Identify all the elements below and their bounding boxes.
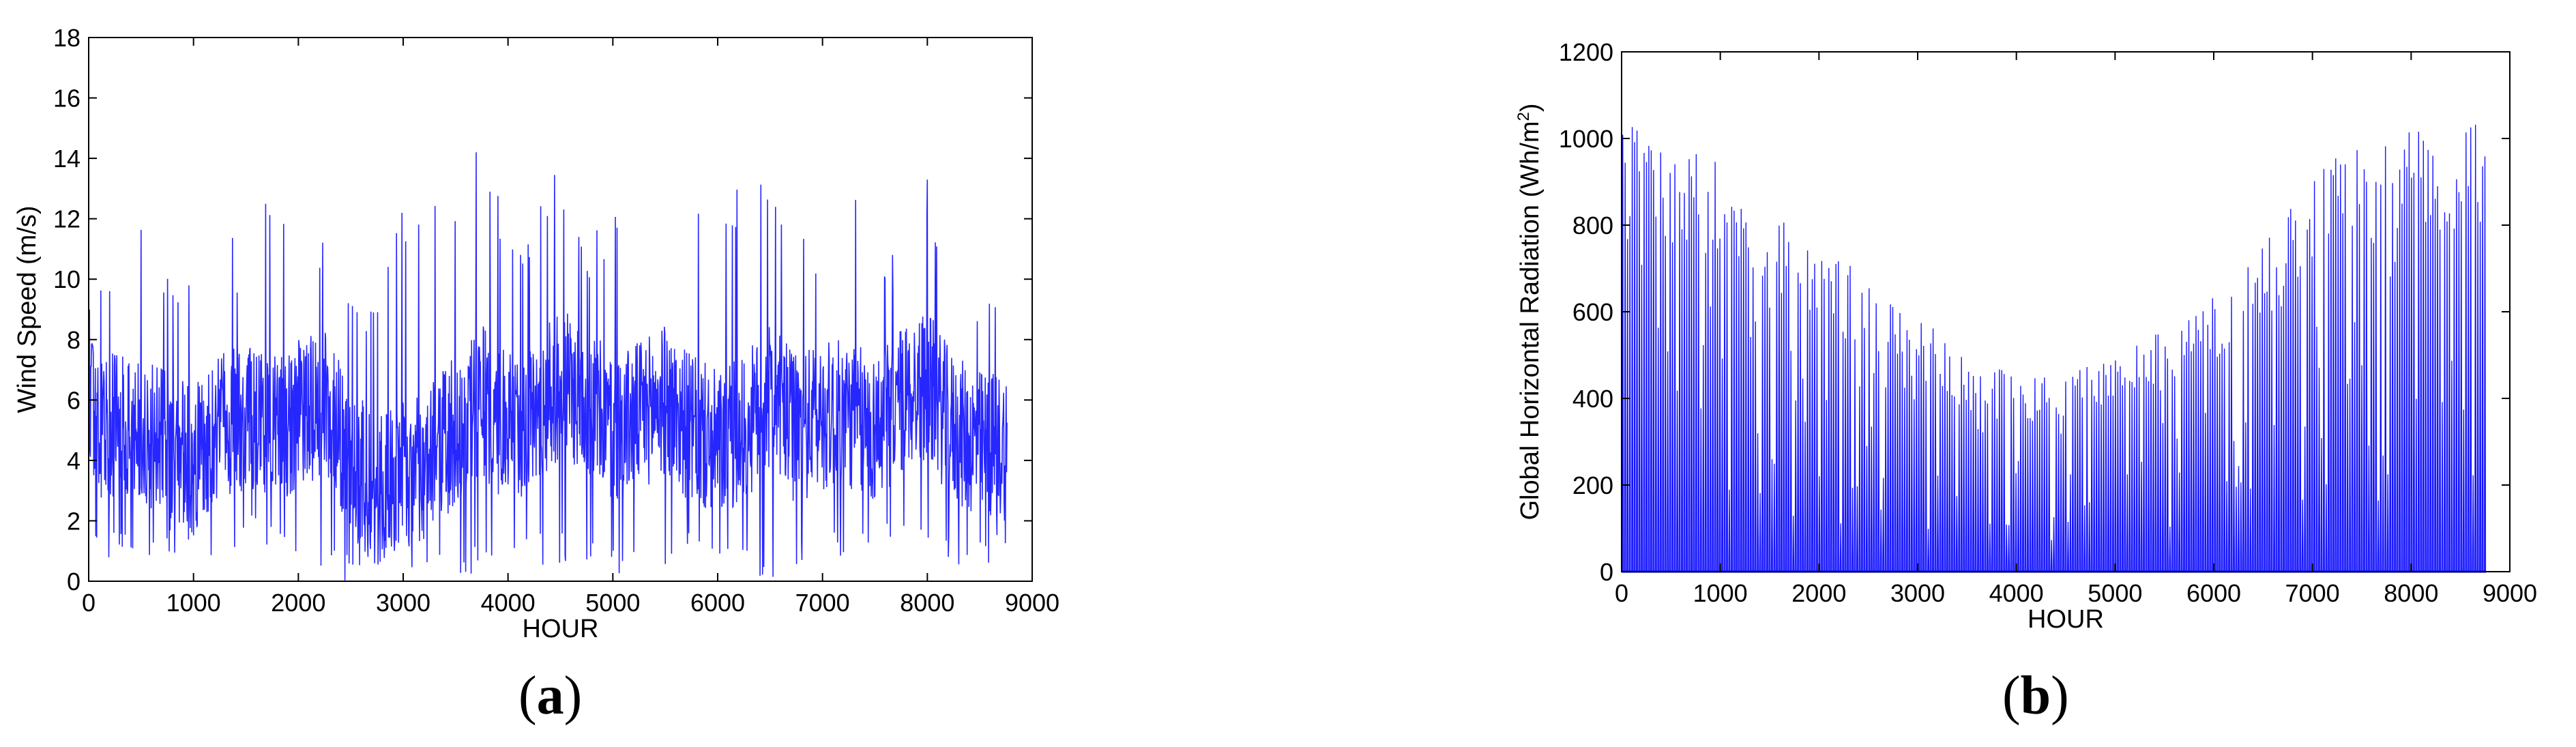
- radiation-series: [1622, 124, 2487, 573]
- y-tick-label: 0: [1600, 558, 1613, 586]
- caption-close: ): [564, 666, 583, 726]
- x-tick-label: 4000: [1989, 579, 2044, 607]
- x-tick-label: 0: [1615, 579, 1628, 607]
- y-axis-label: Wind Speed (m/s): [13, 205, 42, 413]
- y-tick-label: 1200: [1559, 38, 1613, 66]
- x-tick-label: 4000: [481, 589, 536, 617]
- y-tick-label: 16: [53, 85, 80, 113]
- y-tick-label: 400: [1572, 385, 1613, 413]
- radiation-line: [1622, 124, 2487, 572]
- y-tick-label: 800: [1572, 211, 1613, 239]
- wind-speed-chart: 0 2 4 6 8 10 12 14 16 18 0 1000 2000 3000 4000 5000 600…: [13, 24, 1059, 643]
- x-tick-label: 1000: [166, 589, 221, 617]
- y-axis-ticks: 0 2 4 6 8 10 12 14 16 18: [53, 24, 1032, 596]
- x-tick-label: 6000: [2186, 579, 2241, 607]
- x-axis-ticks: 0 1000 2000 3000 4000 5000 6000 7000 8000 9000: [82, 38, 1059, 617]
- caption-letter: a: [536, 666, 564, 726]
- y-axis-label: Global Horizontal Radiation (Wh/m2): [1514, 103, 1545, 520]
- caption-a: (a): [518, 665, 582, 727]
- y-tick-label: 8: [67, 326, 80, 354]
- x-axis-ticks: 0 1000 2000 3000 4000 5000 6000 7000 8000 9000: [1615, 52, 2537, 607]
- y-tick-label: 2: [67, 507, 80, 535]
- y-tick-label: 10: [53, 265, 80, 293]
- x-tick-label: 9000: [1005, 589, 1059, 617]
- x-tick-label: 9000: [2483, 579, 2537, 607]
- x-tick-label: 3000: [1890, 579, 1945, 607]
- y-axis-label-close: ): [1516, 103, 1545, 112]
- plot-frame: [88, 37, 1033, 582]
- x-tick-label: 7000: [795, 589, 850, 617]
- x-axis-label: HOUR: [523, 615, 599, 643]
- y-axis-label-main: Global Horizontal Radiation (Wh/m: [1516, 121, 1545, 521]
- y-tick-label: 6: [67, 386, 80, 414]
- x-tick-label: 7000: [2285, 579, 2340, 607]
- y-tick-label: 200: [1572, 471, 1613, 499]
- caption-b: (b): [2002, 665, 2069, 727]
- y-tick-label: 1000: [1559, 125, 1613, 153]
- x-tick-label: 5000: [2088, 579, 2142, 607]
- y-tick-label: 18: [53, 24, 80, 52]
- x-tick-label: 2000: [1791, 579, 1846, 607]
- y-axis-label-superscript: 2: [1514, 112, 1533, 121]
- caption-open: (: [2002, 666, 2021, 726]
- x-tick-label: 0: [82, 589, 96, 617]
- caption-letter: b: [2020, 666, 2051, 726]
- x-tick-label: 8000: [2384, 579, 2438, 607]
- x-tick-label: 5000: [585, 589, 640, 617]
- y-tick-label: 0: [67, 568, 80, 596]
- x-axis-label: HOUR: [2028, 605, 2104, 634]
- y-tick-label: 4: [67, 447, 80, 475]
- y-tick-label: 14: [53, 145, 80, 173]
- wind-speed-series: [88, 152, 1008, 581]
- x-tick-label: 3000: [376, 589, 430, 617]
- radiation-chart: 0 200 400 600 800 1000 1200 0 1000 2000 3000 4000 5…: [1514, 38, 2537, 634]
- x-tick-label: 8000: [900, 589, 954, 617]
- y-tick-label: 12: [53, 205, 80, 233]
- x-tick-label: 6000: [690, 589, 745, 617]
- caption-close: ): [2051, 666, 2069, 726]
- caption-open: (: [518, 666, 537, 726]
- y-tick-label: 600: [1572, 298, 1613, 326]
- x-tick-label: 2000: [271, 589, 325, 617]
- y-axis-ticks: 0 200 400 600 800 1000 1200: [1559, 38, 2510, 586]
- x-tick-label: 1000: [1693, 579, 1748, 607]
- wind-speed-line: [88, 152, 1008, 581]
